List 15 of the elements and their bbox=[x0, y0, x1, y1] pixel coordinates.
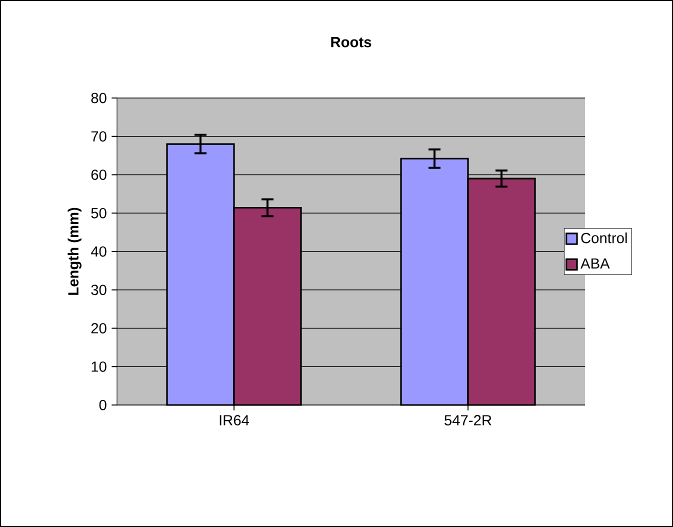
y-tick-label: 80 bbox=[91, 92, 106, 104]
legend-label: ABA bbox=[580, 258, 610, 269]
y-tick-label: 70 bbox=[91, 131, 106, 142]
y-axis-title: Length (mm) bbox=[68, 208, 82, 295]
y-tick-label: 40 bbox=[90, 246, 106, 257]
legend-label: Control bbox=[581, 232, 627, 244]
y-tick-label: 50 bbox=[91, 208, 106, 218]
x-tick-label: IR64 bbox=[220, 415, 250, 426]
y-tick-label: 20 bbox=[91, 323, 106, 334]
chart-title: Roots bbox=[331, 37, 372, 48]
y-tick-label: 30 bbox=[91, 284, 106, 296]
y-tick-label: 60 bbox=[91, 170, 106, 180]
x-tick-label: 547-2R bbox=[444, 415, 492, 426]
y-tick-label: 0 bbox=[99, 400, 106, 410]
y-tick-label: 10 bbox=[92, 361, 106, 372]
